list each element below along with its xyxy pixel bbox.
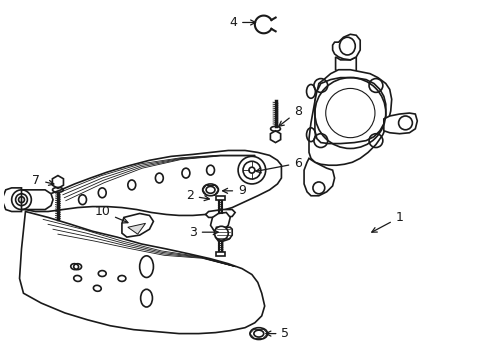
Polygon shape (217, 252, 225, 256)
Circle shape (215, 226, 228, 240)
Text: 10: 10 (94, 205, 128, 223)
Polygon shape (333, 34, 360, 60)
Text: 8: 8 (279, 105, 302, 126)
Polygon shape (22, 150, 281, 215)
Polygon shape (304, 158, 335, 196)
Ellipse shape (250, 328, 268, 339)
Polygon shape (20, 212, 265, 334)
Polygon shape (315, 78, 386, 144)
Text: 6: 6 (256, 157, 302, 173)
Polygon shape (206, 210, 235, 217)
Text: 3: 3 (189, 226, 218, 239)
Polygon shape (336, 57, 356, 74)
Text: 2: 2 (186, 189, 209, 202)
Polygon shape (12, 190, 53, 210)
Polygon shape (122, 213, 153, 237)
Text: 7: 7 (32, 174, 54, 186)
Polygon shape (217, 196, 225, 200)
Text: 1: 1 (372, 211, 403, 232)
Text: 5: 5 (266, 327, 290, 340)
Polygon shape (211, 212, 230, 231)
Polygon shape (309, 70, 392, 165)
Polygon shape (216, 227, 232, 241)
Polygon shape (2, 188, 22, 212)
Polygon shape (384, 113, 417, 134)
Ellipse shape (203, 184, 219, 196)
Text: 9: 9 (222, 184, 246, 197)
Text: 4: 4 (229, 16, 256, 29)
Polygon shape (128, 223, 146, 234)
